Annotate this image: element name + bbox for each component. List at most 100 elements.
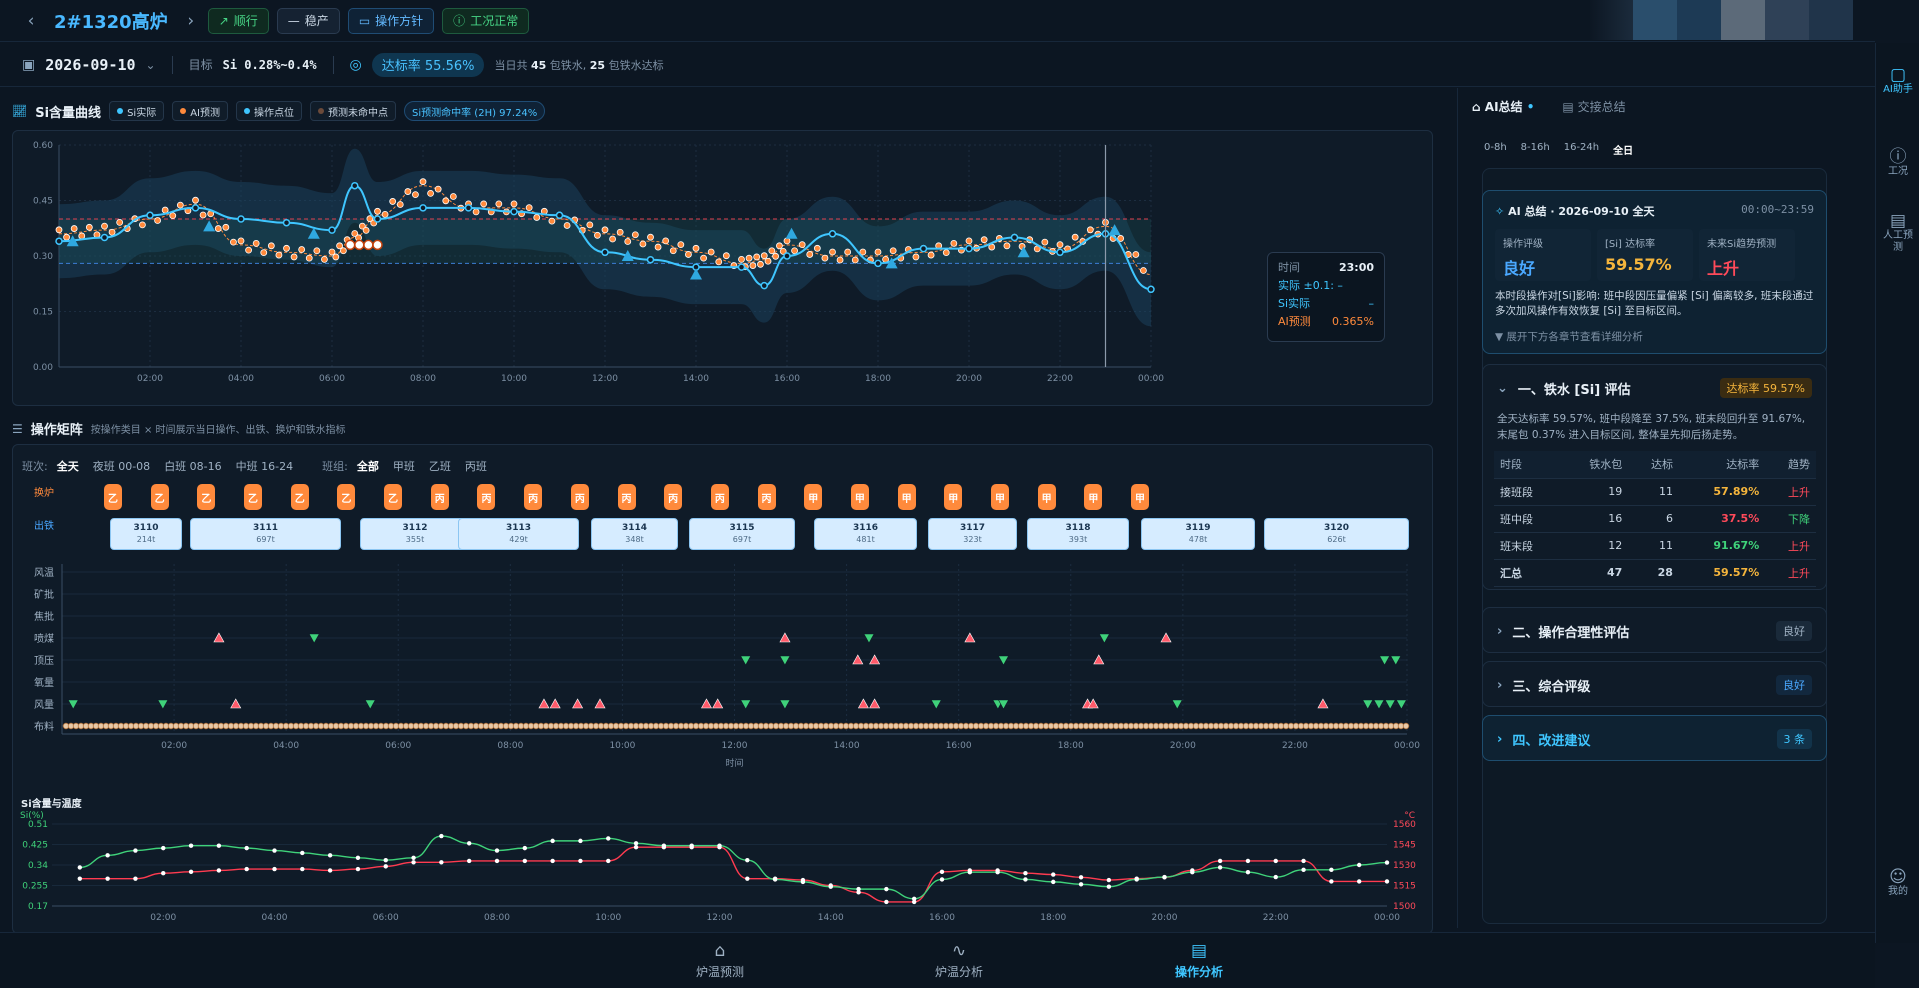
swap-tag[interactable]: 丙 <box>757 484 776 510</box>
ai-prediction-point <box>533 214 541 221</box>
shift-mid[interactable]: 中班 16-24 <box>235 460 294 473</box>
ai-prediction-point <box>764 257 772 265</box>
rail-profile[interactable]: ☺ 我的 <box>1876 869 1919 898</box>
status-chip-stable[interactable]: — 稳产 <box>276 7 340 34</box>
swap-tag[interactable]: 丙 <box>664 484 683 510</box>
condition-normal-chip[interactable]: ⓘ 工况正常 <box>442 7 530 34</box>
tab-ai-summary[interactable]: ⌂ AI总结 • <box>1472 100 1535 114</box>
temperature-point <box>1301 858 1306 864</box>
tap-id: 3114 <box>621 523 648 533</box>
chart-line-icon: 📈︎ <box>12 104 28 118</box>
shift-night[interactable]: 夜班 00-08 <box>92 460 151 473</box>
y-tick-right: 1500 <box>1393 902 1416 912</box>
ai-prediction-point <box>768 247 776 255</box>
date-picker[interactable]: 2026-09-10 <box>45 55 136 74</box>
swap-tag[interactable]: 乙 <box>104 484 122 510</box>
shift-day[interactable]: 白班 08-16 <box>164 460 222 473</box>
calendar-icon[interactable]: ▣ <box>22 56 36 73</box>
range-16-24[interactable]: 16-24h <box>1563 142 1600 153</box>
legend-ai-prediction[interactable]: AI预测 <box>172 101 228 121</box>
rail-conditions[interactable]: ⓘ 工况 <box>1876 149 1919 178</box>
swap-tag[interactable]: 甲 <box>897 484 916 510</box>
si-chart-svg[interactable]: 0.00 0.15 0.30 0.45 0.60 02:00 04:00 06:00 08:00… <box>13 131 1434 407</box>
chevron-down-icon[interactable]: ⌄ <box>145 57 156 72</box>
tab-handover-summary[interactable]: ▤ 交接总结 <box>1562 100 1626 114</box>
tap-block[interactable]: 3117 323t <box>928 518 1017 550</box>
swap-tag[interactable]: 乙 <box>337 484 356 510</box>
section-si-header[interactable]: ⌄ 一、铁水 [Si] 评估 达标率 59.57% <box>1483 365 1826 411</box>
tap-block[interactable]: 3111 697t <box>190 518 341 550</box>
tap-block[interactable]: 3114 348t <box>591 518 678 550</box>
swap-tag[interactable]: 乙 <box>197 484 216 510</box>
shift-all[interactable]: 全天 <box>56 460 79 473</box>
range-8-16[interactable]: 8-16h <box>1520 142 1550 153</box>
swap-tag[interactable]: 甲 <box>990 484 1009 510</box>
swap-tag[interactable]: 甲 <box>804 484 823 510</box>
chevron-left-icon[interactable]: ‹ <box>27 10 35 31</box>
si-point <box>77 865 83 870</box>
swap-tag[interactable]: 丙 <box>617 484 636 510</box>
swap-tag[interactable]: 丙 <box>477 484 496 510</box>
range-0-8[interactable]: 0-8h <box>1484 142 1507 153</box>
swap-tag[interactable]: 乙 <box>244 484 263 510</box>
nav-furnace-prediction[interactable]: ⌂ 炉温预测 <box>675 941 765 980</box>
expand-hint[interactable]: ▼ 展开下方各章节查看详细分析 <box>1495 331 1643 343</box>
temperature-point <box>1245 858 1251 864</box>
legend-miss-point[interactable]: 预测未命中点 <box>310 101 396 121</box>
swap-tag[interactable]: 丙 <box>524 484 543 510</box>
shift-label: 班次: <box>22 460 48 473</box>
swap-tag[interactable]: 甲 <box>1131 484 1149 510</box>
temp-chart-svg[interactable]: Si(%) °C 0.17 1500 0.255 1515 0.34 1530 0.425 154… <box>12 804 1433 932</box>
swap-tag[interactable]: 乙 <box>290 484 309 510</box>
swap-tag[interactable]: 丙 <box>570 484 589 510</box>
operation-policy-button[interactable]: ▭ 操作方针 <box>347 7 435 34</box>
tap-block[interactable]: 3116 481t <box>814 518 917 550</box>
team-c[interactable]: 丙班 <box>464 460 487 473</box>
temperature-point <box>745 876 750 881</box>
ai-prediction-point <box>1003 242 1011 250</box>
swap-tag[interactable]: 甲 <box>850 484 869 510</box>
ai-prediction-point <box>715 258 723 266</box>
range-full-day[interactable]: 全日 <box>1613 146 1634 157</box>
si-actual-point <box>191 204 200 212</box>
si-actual-point <box>737 263 746 271</box>
tap-block[interactable]: 3113 429t <box>458 518 579 550</box>
legend-si-actual[interactable]: Si实际 <box>109 101 165 121</box>
status-chip-smooth[interactable]: ↗ 顺行 <box>207 7 269 34</box>
swap-tag[interactable]: 甲 <box>1037 484 1056 510</box>
rail-ai-assistant[interactable]: ▢ AI助手 <box>1876 67 1919 96</box>
section-operation-rationality[interactable]: › 二、操作合理性评估 良好 <box>1482 607 1827 653</box>
section-overall-rating[interactable]: › 三、综合评级 良好 <box>1482 661 1827 707</box>
team-all[interactable]: 全部 <box>356 460 379 473</box>
dash-icon: — <box>287 13 300 28</box>
temperature-point <box>939 869 945 875</box>
legend-operation-point[interactable]: 操作点位 <box>236 101 302 121</box>
tap-block[interactable]: 3120 626t <box>1264 518 1409 550</box>
nav-furnace-analysis[interactable]: ∿ 炉温分析 <box>914 941 1004 980</box>
operation-point-marker <box>66 235 79 247</box>
swap-tag[interactable]: 乙 <box>150 484 169 510</box>
swap-tag[interactable]: 甲 <box>1084 484 1103 510</box>
tap-block[interactable]: 3112 355t <box>360 518 470 550</box>
swap-tag[interactable]: 甲 <box>944 484 963 510</box>
ai-prediction-point <box>1117 235 1125 242</box>
tap-block[interactable]: 3119 478t <box>1141 518 1255 550</box>
swap-tag[interactable]: 丙 <box>430 484 449 510</box>
tap-block[interactable]: 3110 214t <box>110 518 182 550</box>
team-a[interactable]: 甲班 <box>392 460 415 473</box>
nav-operation-analysis[interactable]: ▤ 操作分析 <box>1154 941 1244 980</box>
tap-block[interactable]: 3118 393t <box>1027 518 1129 550</box>
material-dot <box>1402 722 1410 730</box>
ai-prediction-point <box>290 253 298 261</box>
chevron-right-icon[interactable]: › <box>187 10 195 31</box>
swap-tag[interactable]: 乙 <box>384 484 403 510</box>
legend-dot <box>180 108 187 114</box>
swap-tag[interactable]: 丙 <box>710 484 729 510</box>
rail-manual-prediction[interactable]: ▤ 人工预测 <box>1876 213 1919 254</box>
tap-block[interactable]: 3115 697t <box>689 518 795 550</box>
team-b[interactable]: 乙班 <box>428 460 451 473</box>
x-axis-label: 时间 <box>725 757 743 769</box>
confidence-band <box>59 148 1151 327</box>
section-improvement[interactable]: › 四、改进建议 3 条 <box>1482 715 1827 761</box>
